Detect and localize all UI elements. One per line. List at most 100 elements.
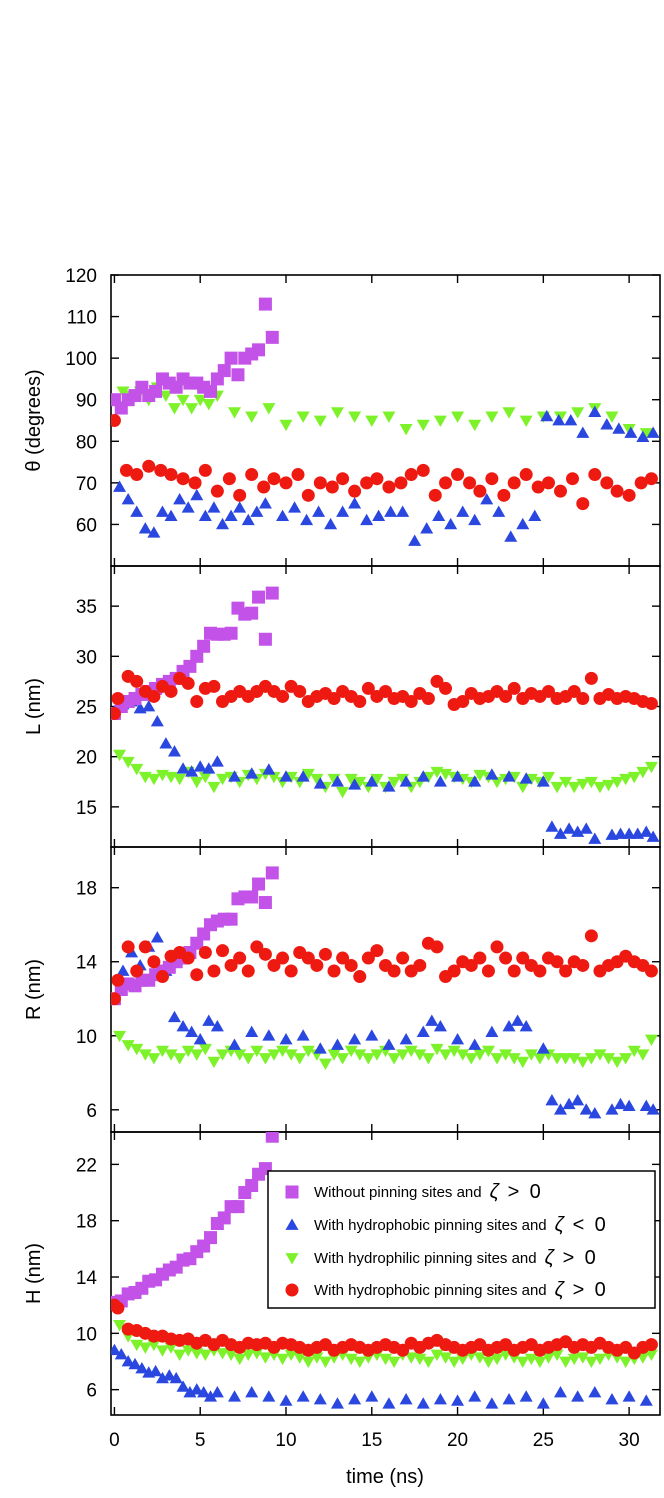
data-point-triangle-down-marker xyxy=(644,1349,658,1361)
x-tick-label: 5 xyxy=(195,1430,206,1451)
data-point-triangle-down-marker xyxy=(439,1352,453,1364)
data-point-circle-marker xyxy=(588,468,602,482)
data-point-circle-marker xyxy=(413,958,427,972)
data-point-circle-marker xyxy=(370,944,384,958)
data-point-circle-marker xyxy=(245,468,259,482)
data-point-triangle-down-marker xyxy=(636,1049,650,1061)
data-point-square-marker xyxy=(197,639,211,653)
data-point-triangle-up-marker xyxy=(588,832,602,844)
data-point-circle-marker xyxy=(138,940,152,954)
data-point-triangle-down-marker xyxy=(576,1056,590,1069)
data-point-circle-marker xyxy=(190,968,204,982)
data-point-triangle-up-marker xyxy=(399,775,413,787)
data-point-triangle-down-marker xyxy=(516,1056,530,1069)
data-point-triangle-down-marker xyxy=(481,1356,495,1368)
panel-2: 15 20 25 30 35 L (nm) xyxy=(23,565,661,848)
y-tick-label: 18 xyxy=(76,1212,97,1233)
data-point-circle-marker xyxy=(507,476,521,490)
data-point-circle-marker xyxy=(644,964,658,978)
data-point-circle-marker xyxy=(241,964,255,978)
data-point-triangle-down-marker xyxy=(433,415,447,427)
data-point-square-marker xyxy=(252,590,266,604)
data-point-triangle-up-marker xyxy=(571,825,585,837)
data-point-circle-marker xyxy=(456,694,470,708)
data-point-triangle-up-marker xyxy=(504,530,518,542)
data-point-triangle-down-marker xyxy=(113,749,127,762)
data-point-circle-marker xyxy=(190,694,204,708)
data-point-circle-marker xyxy=(207,679,221,693)
data-point-triangle-down-marker xyxy=(293,1053,307,1065)
data-point-triangle-up-marker xyxy=(365,1029,379,1041)
data-point-triangle-up-marker xyxy=(164,509,178,521)
data-point-circle-marker xyxy=(463,476,477,490)
data-point-triangle-up-marker xyxy=(185,1025,199,1037)
data-point-triangle-up-marker xyxy=(288,501,302,513)
data-point-triangle-up-marker xyxy=(468,1390,482,1402)
data-point-triangle-up-marker xyxy=(190,488,204,501)
legend-label: With hydrophobic pinning sites and xyxy=(314,1282,547,1299)
data-point-triangle-down-marker xyxy=(576,778,590,791)
data-point-triangle-up-marker xyxy=(536,1042,550,1054)
data-point-triangle-down-marker xyxy=(267,771,281,784)
data-point-triangle-up-marker xyxy=(233,501,247,513)
data-point-circle-marker xyxy=(439,476,453,490)
data-point-triangle-down-marker xyxy=(370,773,384,786)
data-point-circle-marker xyxy=(516,951,530,965)
legend-label: With hydrophobic pinning sites and xyxy=(314,1217,547,1234)
data-point-triangle-up-marker xyxy=(528,509,542,521)
data-point-circle-marker xyxy=(188,476,202,490)
data-point-triangle-down-marker xyxy=(473,1049,487,1061)
data-point-triangle-down-marker xyxy=(202,398,216,411)
data-point-square-marker xyxy=(258,632,272,646)
data-point-triangle-down-marker xyxy=(296,411,310,423)
data-point-triangle-up-marker xyxy=(279,770,293,782)
data-point-circle-marker xyxy=(464,958,478,972)
series-square xyxy=(111,297,279,415)
data-point-circle-marker xyxy=(531,480,545,494)
data-point-triangle-up-marker xyxy=(197,1385,211,1398)
data-point-triangle-down-marker xyxy=(584,776,598,789)
data-point-circle-marker xyxy=(387,964,401,978)
data-point-circle-marker xyxy=(155,970,169,984)
data-point-circle-marker xyxy=(473,484,487,498)
data-point-triangle-down-marker xyxy=(370,1049,384,1061)
data-point-circle-marker xyxy=(428,488,442,502)
y-axis-label: θ (degrees) xyxy=(23,369,45,471)
legend-entry: With hydrophobic pinning sites and ζ <0 xyxy=(285,1214,606,1236)
data-point-circle-marker xyxy=(313,476,327,490)
data-point-triangle-up-marker xyxy=(519,1390,533,1402)
y-tick-label: 18 xyxy=(76,879,97,900)
data-point-circle-marker xyxy=(318,947,332,961)
data-point-triangle-up-marker xyxy=(181,501,195,513)
data-point-triangle-up-marker xyxy=(553,1385,567,1398)
legend-square-marker xyxy=(285,1185,299,1199)
data-point-triangle-down-marker xyxy=(447,1356,461,1368)
data-point-triangle-down-marker xyxy=(348,411,362,423)
data-point-triangle-up-marker xyxy=(324,517,338,530)
data-point-triangle-up-marker xyxy=(121,1354,135,1367)
data-point-triangle-down-marker xyxy=(310,1352,324,1364)
x-tick-label: 10 xyxy=(275,1430,296,1451)
data-point-circle-marker xyxy=(382,480,396,494)
series-triangle-down xyxy=(111,382,653,440)
data-point-circle-marker xyxy=(507,964,521,978)
data-point-circle-marker xyxy=(111,707,121,721)
series-triangle-up xyxy=(111,694,660,844)
data-point-triangle-down-marker xyxy=(567,1053,581,1065)
data-point-triangle-up-marker xyxy=(612,422,626,434)
data-point-triangle-up-marker xyxy=(330,1038,344,1050)
y-tick-label: 10 xyxy=(76,1027,97,1048)
data-point-circle-marker xyxy=(404,468,418,482)
data-point-circle-marker xyxy=(279,476,293,490)
x-tick-label: 20 xyxy=(447,1430,468,1451)
data-point-triangle-down-marker xyxy=(639,428,653,440)
data-point-circle-marker xyxy=(258,947,272,961)
data-point-triangle-up-marker xyxy=(416,1397,430,1409)
panel-3: 6 10 14 18 R (nm) xyxy=(23,846,661,1133)
data-point-triangle-down-marker xyxy=(567,1353,581,1366)
data-point-circle-marker xyxy=(119,463,133,477)
data-point-triangle-up-marker xyxy=(150,931,164,943)
data-point-triangle-up-marker xyxy=(330,775,344,787)
data-point-triangle-up-marker xyxy=(116,964,130,976)
